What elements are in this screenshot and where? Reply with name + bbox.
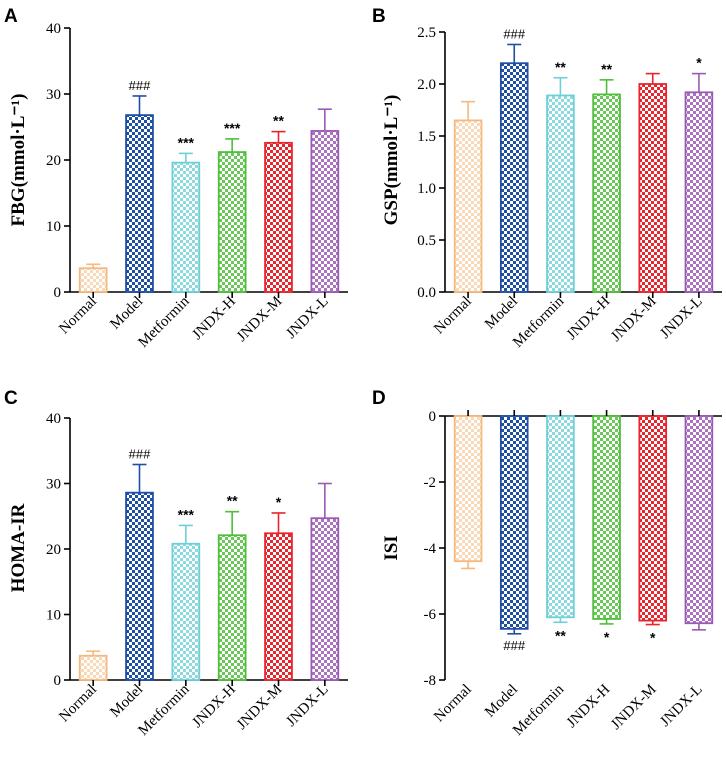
bar-jndx-l <box>684 91 714 293</box>
y-tick-label: 2.0 <box>417 77 436 93</box>
y-axis-label: GSP(mmol·L⁻¹) <box>381 95 402 226</box>
y-tick-label: 1.5 <box>417 129 436 145</box>
significance-label: ### <box>129 447 151 462</box>
panel-d-isi-chart: D ISI 0-2-4-6-8Normal###Model**Metformin… <box>372 388 722 739</box>
significance-label: * <box>650 630 656 646</box>
significance-label: ### <box>503 638 525 653</box>
y-axis-label: HOMA-IR <box>8 503 29 592</box>
bar-jndx-m <box>638 415 668 622</box>
y-tick-label: 40 <box>46 21 61 37</box>
x-category-label: Normal <box>56 682 100 726</box>
y-axis-label: FBG(mmol·L⁻¹) <box>8 94 29 227</box>
significance-label: ** <box>601 61 612 77</box>
bar-metformin <box>546 94 575 293</box>
x-category-label: JNDX-L <box>657 682 705 730</box>
x-category-label: JNDX-M <box>608 682 659 733</box>
bar-model <box>125 114 154 293</box>
y-tick-label: -6 <box>424 607 437 623</box>
panel-letter: B <box>372 6 386 27</box>
x-category-label: JNDX-L <box>283 682 331 730</box>
y-tick-label: 0.0 <box>417 285 436 301</box>
x-category-label: JNDX-M <box>608 294 659 345</box>
x-category-label: Normal <box>431 682 475 726</box>
x-category-label: JNDX-H <box>189 681 239 731</box>
bar-jndx-l <box>310 130 340 293</box>
bar-jndx-h <box>217 151 247 293</box>
y-tick-label: -4 <box>424 541 437 557</box>
y-tick-label: 20 <box>46 542 61 558</box>
y-tick-label: 0 <box>54 673 62 689</box>
x-category-label: JNDX-M <box>234 294 285 345</box>
y-tick-label: -8 <box>424 673 437 689</box>
x-category-label: Model <box>482 294 521 333</box>
significance-label: ### <box>129 78 151 93</box>
bar-normal <box>78 267 108 293</box>
panel-c-homa-ir-chart: C HOMA-IR 010203040Normal###Model***Metf… <box>4 388 348 739</box>
bar-jndx-l <box>310 517 340 681</box>
y-tick-label: 30 <box>46 477 61 493</box>
x-category-label: JNDX-H <box>564 681 614 731</box>
y-tick-label: 10 <box>46 608 61 624</box>
x-category-label: Metformin <box>510 293 568 351</box>
bar-jndx-m <box>638 83 668 293</box>
x-category-label: JNDX-M <box>234 682 285 733</box>
significance-label: ** <box>555 627 566 643</box>
panel-letter: A <box>4 6 18 27</box>
bar-jndx-m <box>264 532 293 681</box>
bar-jndx-l <box>684 415 714 625</box>
panel-letter: D <box>372 388 386 409</box>
x-category-label: Metformin <box>135 681 193 739</box>
y-axis-label: ISI <box>381 535 402 560</box>
x-category-label: JNDX-H <box>189 293 239 343</box>
y-tick-label: 10 <box>46 219 61 235</box>
panel-letter: C <box>4 388 18 409</box>
bar-normal <box>453 119 483 293</box>
y-tick-label: 20 <box>46 153 61 169</box>
x-category-label: JNDX-L <box>657 294 705 342</box>
significance-label: *** <box>224 120 241 136</box>
significance-label: ** <box>227 493 238 509</box>
bar-normal <box>78 654 108 681</box>
bar-model <box>499 62 529 293</box>
x-category-label: Model <box>107 682 146 721</box>
significance-label: ** <box>555 59 566 75</box>
significance-label: * <box>604 629 610 645</box>
significance-label: * <box>696 55 702 71</box>
bar-model <box>125 491 154 681</box>
x-category-label: Metformin <box>135 293 193 351</box>
bar-jndx-m <box>264 141 293 293</box>
y-tick-label: 40 <box>46 411 61 427</box>
x-category-label: JNDX-H <box>564 293 614 343</box>
y-tick-label: 0.5 <box>417 233 436 249</box>
x-category-label: Normal <box>56 294 100 338</box>
x-category-label: JNDX-L <box>283 294 331 342</box>
x-category-label: Model <box>482 682 521 721</box>
bar-metformin <box>546 415 575 619</box>
significance-label: ** <box>273 113 284 129</box>
y-tick-label: -2 <box>424 475 437 491</box>
x-category-label: Normal <box>431 294 475 338</box>
bar-normal <box>453 415 483 563</box>
bar-metformin <box>171 161 201 293</box>
y-tick-label: 0 <box>429 409 437 425</box>
x-category-label: Metformin <box>510 681 568 739</box>
y-tick-label: 0 <box>54 285 62 301</box>
significance-label: *** <box>178 506 195 522</box>
bar-model <box>499 415 529 630</box>
x-category-label: Model <box>107 294 146 333</box>
bar-metformin <box>171 542 201 681</box>
significance-label: *** <box>178 134 195 150</box>
y-tick-label: 2.5 <box>417 25 436 41</box>
panel-a-fbg-chart: A FBG(mmol·L⁻¹) 0 10 20 30 40 Normal ### Model *… <box>4 6 348 351</box>
bar-jndx-h <box>592 415 621 620</box>
significance-label: ### <box>503 26 525 41</box>
bar-jndx-h <box>592 93 621 293</box>
bar-jndx-h <box>217 534 247 681</box>
y-tick-label: 30 <box>46 87 61 103</box>
panel-b-gsp-chart: B GSP(mmol·L⁻¹) 0.0 0.5 1.0 1.5 2.0 2.5 Normal… <box>372 6 722 351</box>
y-tick-label: 1.0 <box>417 181 436 197</box>
significance-label: * <box>276 494 282 510</box>
